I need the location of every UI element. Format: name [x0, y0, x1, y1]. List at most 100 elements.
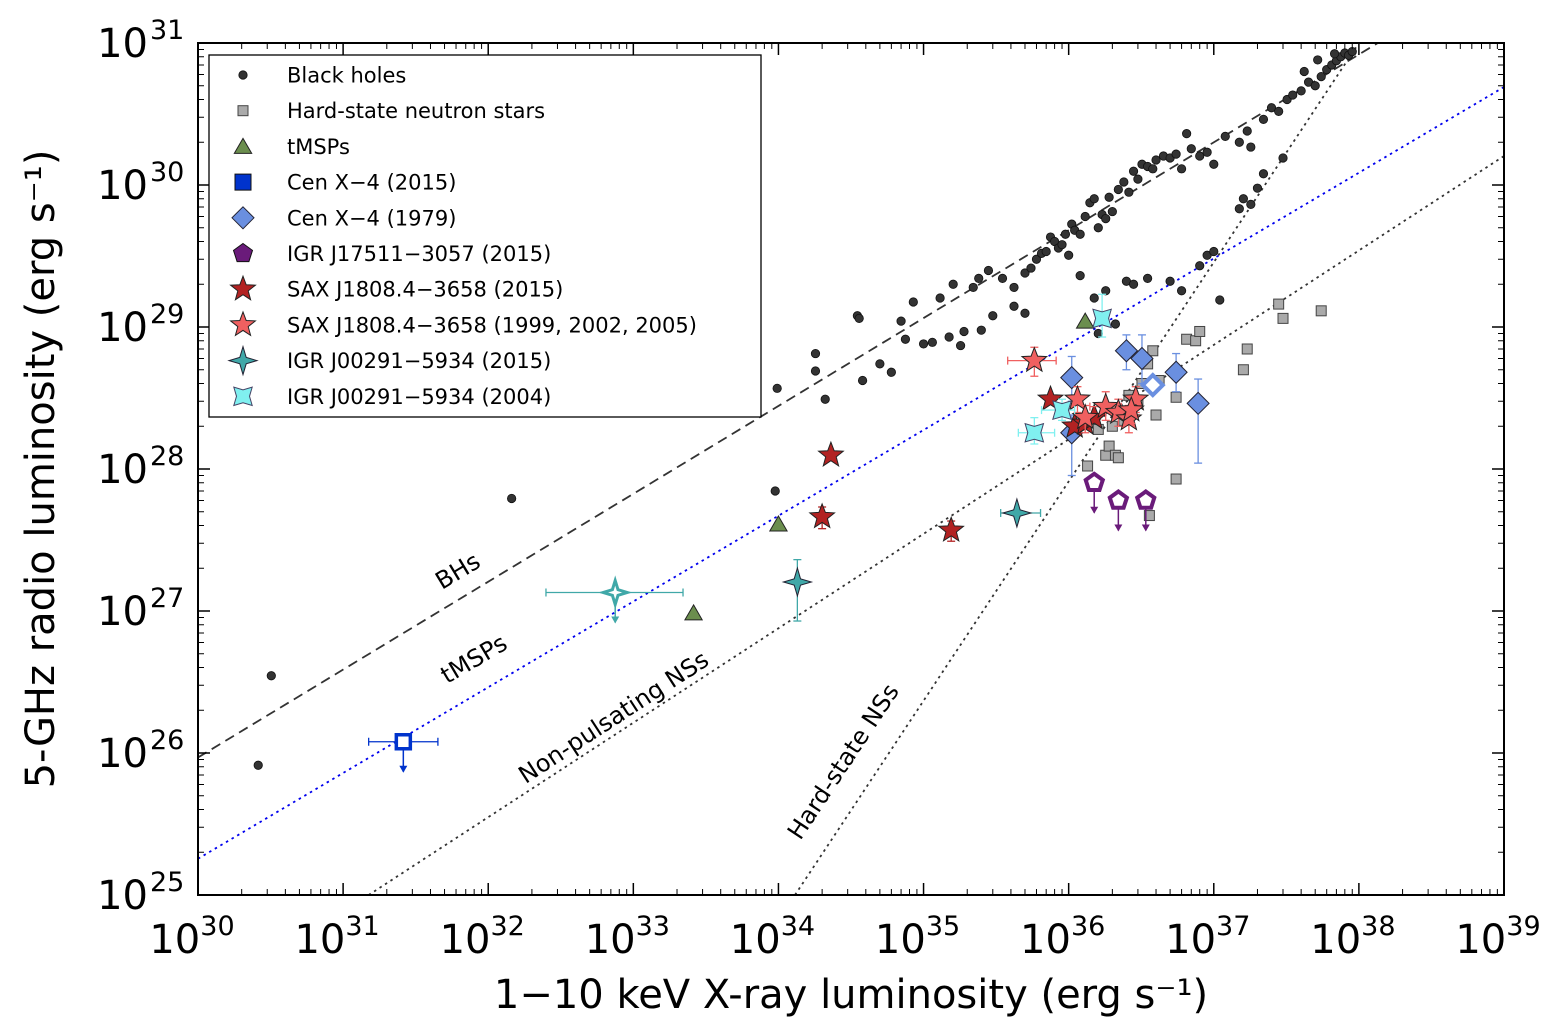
- data-point: [253, 760, 263, 770]
- data-point: [1057, 240, 1067, 250]
- data-point: [1104, 192, 1114, 202]
- data-point: [1176, 164, 1187, 174]
- data-point: [1147, 345, 1159, 357]
- data-point: [1237, 364, 1249, 376]
- data-point: [810, 366, 821, 376]
- data-point: [1186, 144, 1196, 154]
- data-point: [1128, 166, 1139, 176]
- data-point: [935, 293, 945, 303]
- legend-marker-2: [237, 105, 249, 117]
- data-point: [1063, 384, 1092, 411]
- data-point: [1195, 151, 1205, 161]
- data-point: [1100, 449, 1112, 461]
- data-point: [1075, 312, 1095, 329]
- data-point: [772, 383, 782, 393]
- data-point: [1252, 183, 1263, 193]
- data-point: [1091, 392, 1120, 419]
- data-point: [1258, 169, 1269, 179]
- legend: Black holes Hard-state neutron stars tMSPs…: [208, 54, 762, 418]
- data-point: [955, 340, 966, 351]
- data-point: [394, 733, 413, 751]
- upper-limit-arrowhead: [1114, 524, 1123, 532]
- data-point: [1220, 131, 1230, 141]
- data-point: [948, 279, 958, 289]
- data-point: [1130, 346, 1154, 371]
- data-point: [857, 375, 868, 386]
- data-point: [1093, 223, 1103, 233]
- series-igr-j00291-5934-2004: [1017, 293, 1113, 445]
- data-point: [768, 514, 788, 532]
- data-point: [1026, 263, 1036, 273]
- data-point: [1215, 295, 1225, 305]
- series-cen-x-4-2015: [368, 733, 439, 773]
- y-tick-exponent: 28: [150, 441, 184, 472]
- data-point: [937, 515, 965, 542]
- data-point: [908, 297, 918, 307]
- data-point: [1313, 55, 1323, 65]
- data-point: [1299, 66, 1309, 77]
- data-point: [808, 502, 836, 529]
- legend-label-3: tMSPs: [287, 135, 350, 159]
- legend-marker-9: [227, 344, 259, 377]
- data-point: [854, 313, 864, 323]
- series-sax-j1808-4-3658-1999-2002-2005: [1007, 346, 1150, 434]
- data-point: [1195, 261, 1205, 271]
- data-point: [1101, 286, 1111, 296]
- data-point: [1277, 312, 1289, 324]
- legend-marker-4: [234, 173, 252, 191]
- data-point: [1194, 325, 1206, 337]
- data-point: [1176, 286, 1187, 296]
- y-tick-label: 10: [97, 163, 148, 209]
- y-tick-label: 10: [97, 447, 148, 493]
- data-point: [1273, 298, 1285, 310]
- legend-label-1: Black holes: [287, 64, 406, 88]
- legend-label-7: SAX J1808.4−3658 (2015): [287, 278, 563, 302]
- data-point: [1124, 187, 1134, 197]
- data-point: [1296, 86, 1306, 96]
- legend-label-8: SAX J1808.4−3658 (1999, 2002, 2005): [287, 313, 697, 337]
- data-point: [974, 273, 984, 283]
- data-point: [1107, 489, 1130, 510]
- y-tick-exponent: 30: [150, 157, 184, 188]
- data-point: [918, 339, 929, 349]
- x-tick-label: 1037: [1165, 911, 1250, 963]
- data-point: [1020, 268, 1030, 278]
- data-point: [781, 566, 814, 598]
- legend-label-4: Cen X−4 (2015): [287, 171, 456, 195]
- data-point: [1103, 440, 1115, 452]
- series-hard-state-neutron-stars: [1082, 298, 1327, 522]
- data-point: [1107, 206, 1117, 217]
- data-point: [1234, 204, 1244, 214]
- data-point: [988, 311, 998, 321]
- legend-label-2: Hard-state neutron stars: [287, 99, 545, 123]
- data-point: [1202, 147, 1212, 157]
- y-tick-exponent: 25: [150, 867, 184, 898]
- data-point: [1234, 137, 1244, 147]
- y-tick-exponent: 31: [150, 15, 184, 46]
- y-tick-label: 10: [97, 873, 148, 919]
- data-point: [1310, 81, 1320, 91]
- x-tick-label: 1031: [294, 911, 379, 963]
- data-point: [1036, 384, 1065, 411]
- data-point: [1246, 142, 1256, 152]
- data-point: [1209, 159, 1219, 169]
- legend-label-6: IGR J17511−3057 (2015): [287, 242, 551, 266]
- data-point: [810, 348, 821, 359]
- x-tick-label: 1039: [1455, 911, 1540, 963]
- y-tick-label: 10: [97, 731, 148, 777]
- data-point: [1170, 473, 1182, 485]
- data-point: [1122, 384, 1150, 411]
- data-point: [1119, 177, 1129, 187]
- data-point: [1041, 246, 1051, 257]
- data-point: [1182, 129, 1192, 139]
- x-tick-label: 1032: [440, 911, 525, 963]
- data-point: [1186, 391, 1210, 416]
- data-point: [1089, 293, 1099, 303]
- upper-limit-arrowhead: [1141, 524, 1150, 532]
- data-point: [817, 440, 845, 467]
- data-point: [1075, 229, 1085, 239]
- data-point: [1080, 211, 1090, 222]
- data-point: [1150, 409, 1162, 421]
- series-igr-j17511-3057-2015: [1083, 471, 1157, 532]
- y-tick-label: 10: [97, 21, 148, 67]
